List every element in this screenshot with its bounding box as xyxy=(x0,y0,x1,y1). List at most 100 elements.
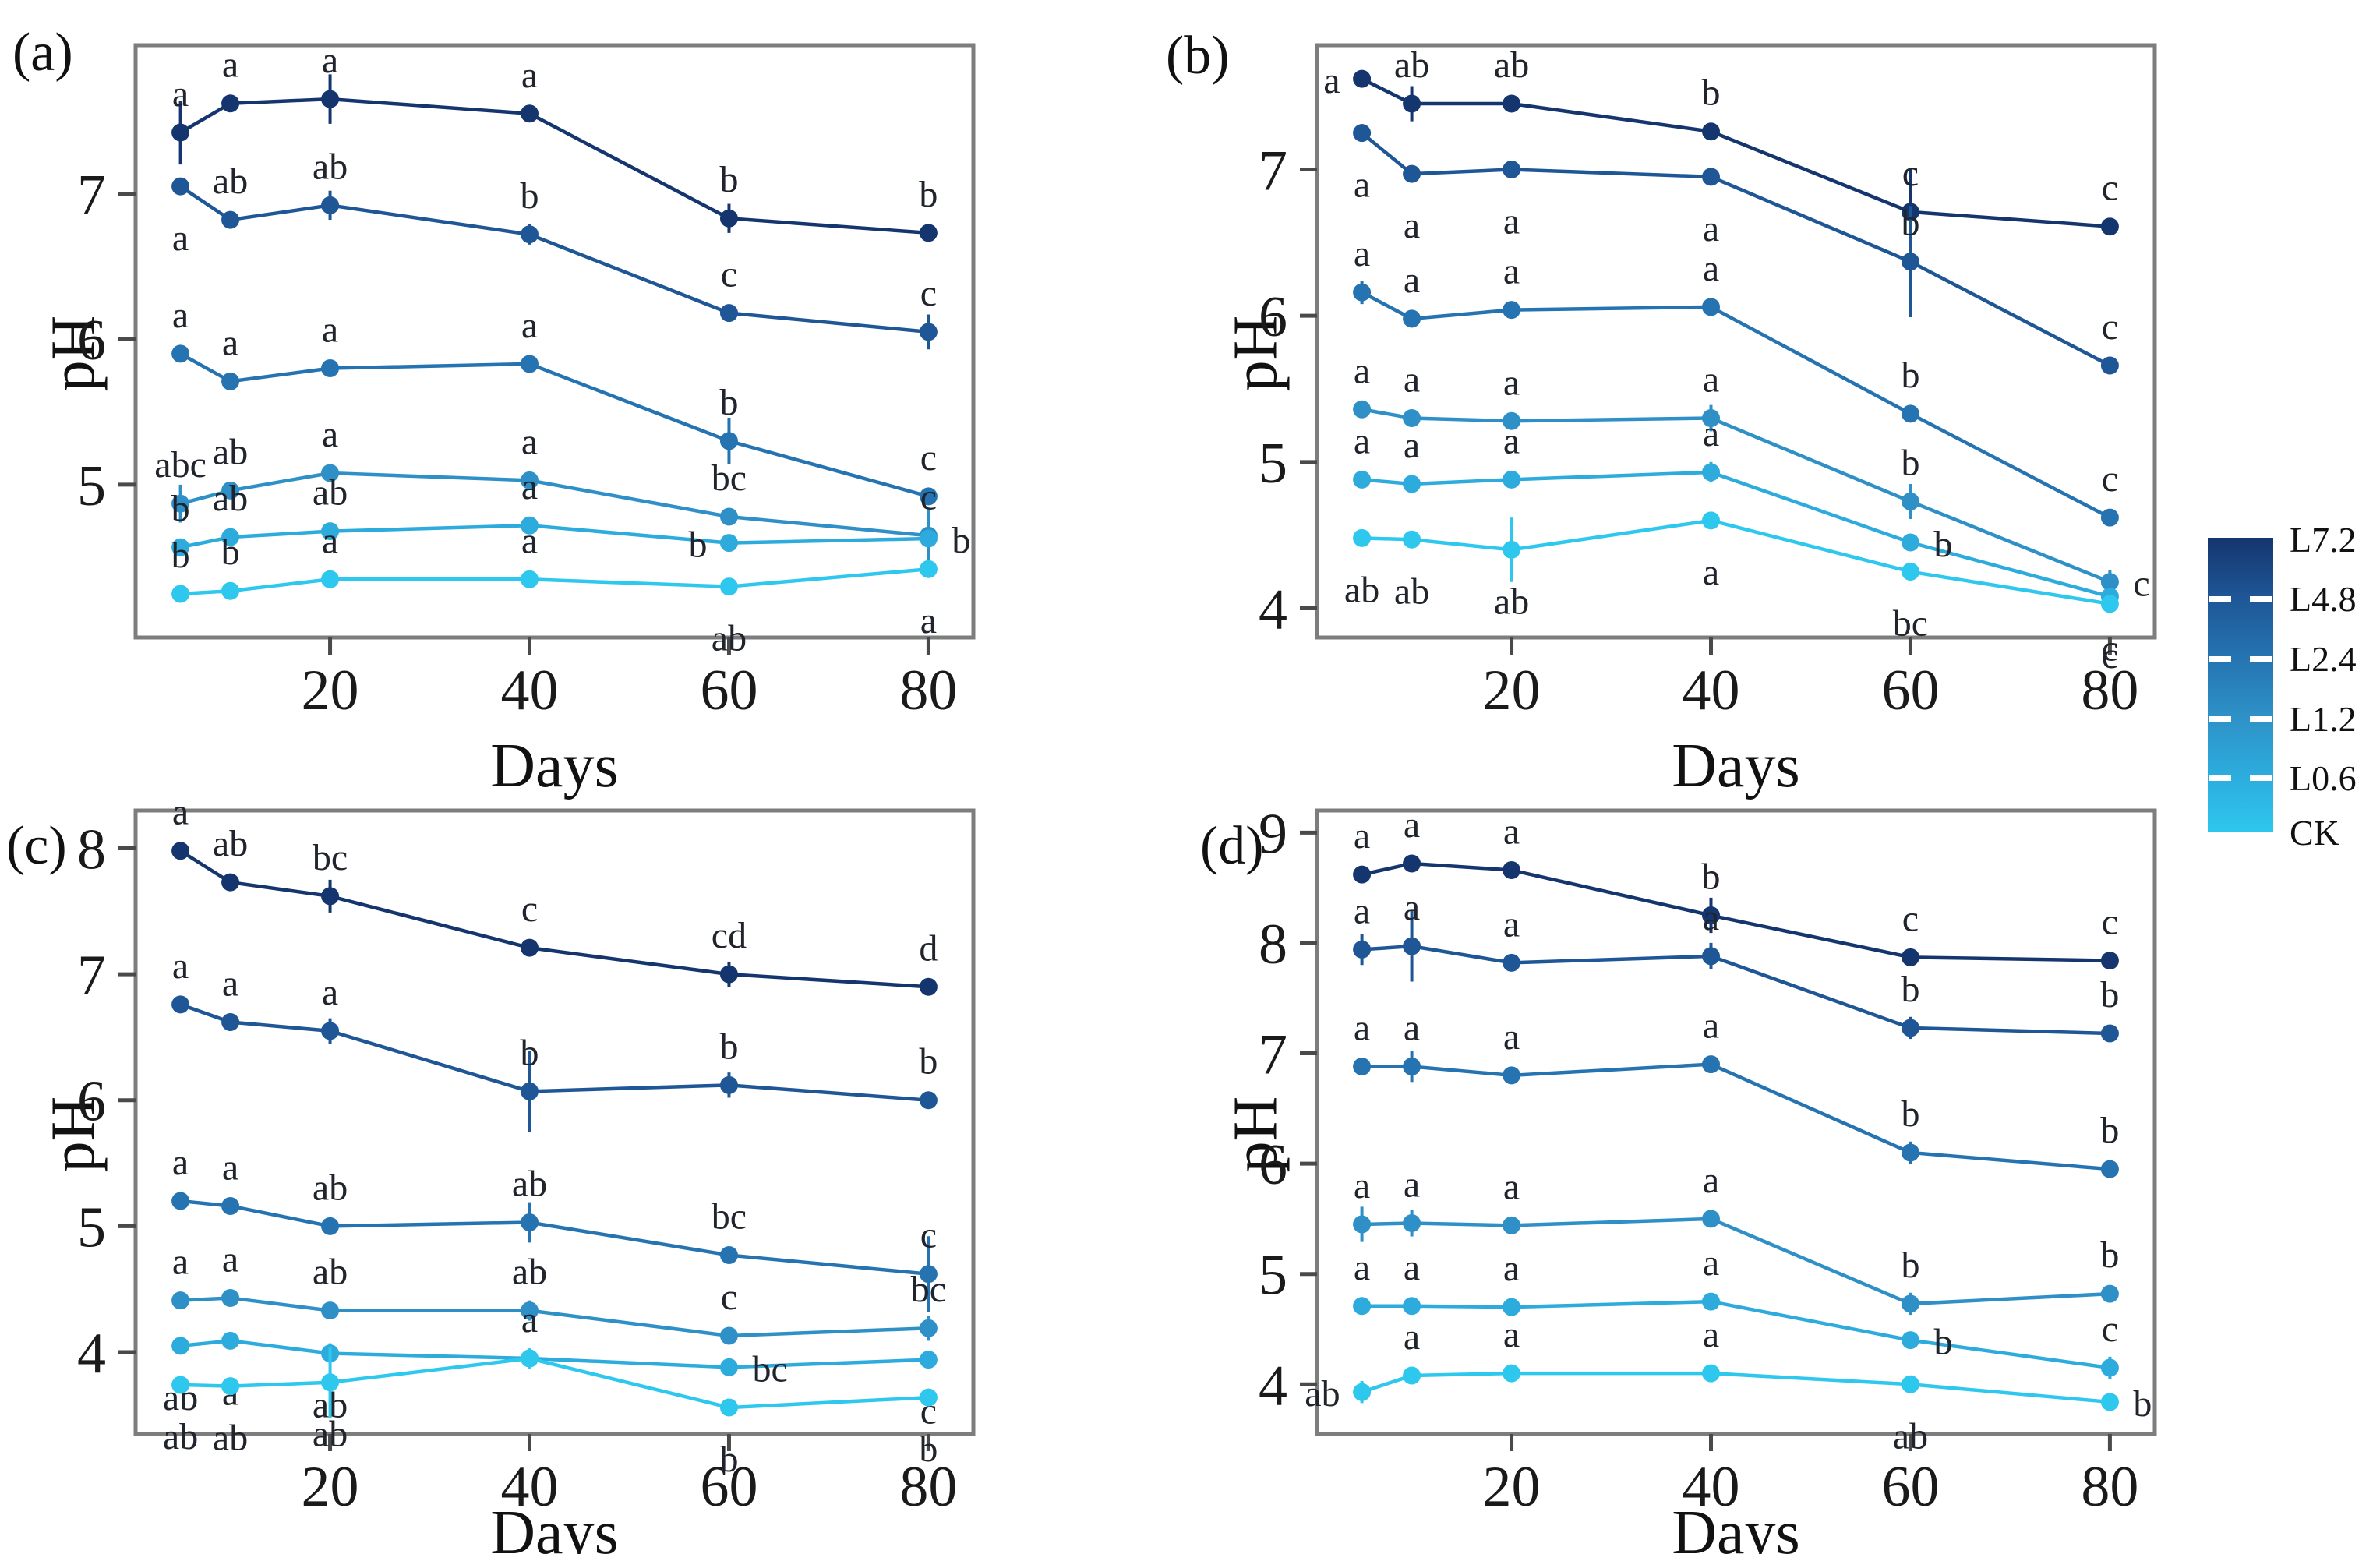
data-point-L7.2 xyxy=(1702,122,1721,141)
data-point-CK xyxy=(1353,1383,1372,1401)
sig-letter-CK: ab xyxy=(1893,1415,1928,1457)
y-tick-label: 4 xyxy=(1259,1354,1287,1418)
data-point-L4.8 xyxy=(1503,161,1521,179)
x-tick-label: 40 xyxy=(501,1455,559,1519)
sig-letter-CK: ab xyxy=(712,618,747,659)
panel-a-letter: (a) xyxy=(12,23,73,83)
sig-letter-L1.2: a xyxy=(1404,359,1420,401)
data-point-L7.2 xyxy=(1353,865,1372,884)
sig-letter-L4.8: a xyxy=(322,972,338,1013)
data-point-CK xyxy=(719,1398,738,1417)
sig-letter-L1.2: a xyxy=(1354,350,1370,391)
data-point-L4.8 xyxy=(221,210,240,229)
series-line-L1.2 xyxy=(1361,1217,2110,1306)
data-point-L7.2 xyxy=(221,873,240,892)
series-line-L4.8 xyxy=(179,185,929,334)
series-line-L4.8 xyxy=(1361,131,2111,367)
data-point-L4.8 xyxy=(171,177,190,196)
y-tick-label: 4 xyxy=(1259,577,1287,641)
series-line-L2.4 xyxy=(179,351,930,499)
sig-letter-CK: ab xyxy=(313,1414,348,1455)
y-tick-label: 6 xyxy=(1259,1133,1287,1197)
sig-letter-L2.4: b xyxy=(2100,1110,2119,1151)
data-point-L7.2 xyxy=(1403,854,1421,873)
sig-letter-L0.6: a xyxy=(1354,420,1370,461)
data-point-L0.6 xyxy=(919,1351,938,1369)
panel-b-xlabel: Days xyxy=(1672,732,1800,800)
data-point-L2.4 xyxy=(919,1265,938,1284)
data-point-L4.8 xyxy=(221,1013,240,1032)
sig-letter-L2.4: b xyxy=(1901,1093,1919,1135)
data-point-L2.4 xyxy=(1403,1057,1421,1075)
data-point-L2.4 xyxy=(719,432,738,450)
data-point-L1.2 xyxy=(719,507,738,526)
data-point-L1.2 xyxy=(2100,1284,2119,1303)
sig-letter-L1.2: a xyxy=(222,1238,238,1280)
data-point-L4.8 xyxy=(321,1022,340,1040)
data-point-L7.2 xyxy=(919,977,938,996)
sig-letter-L4.8: a xyxy=(1503,903,1520,945)
y-tick-label: 7 xyxy=(77,163,106,227)
data-point-CK xyxy=(1503,1364,1521,1383)
sig-letter-L7.2: cd xyxy=(712,915,747,956)
data-point-L7.2 xyxy=(521,938,539,957)
sig-letter-CK: ab xyxy=(1494,581,1529,622)
data-point-L7.2 xyxy=(1702,906,1721,925)
sig-letter-L1.2: a xyxy=(1503,362,1520,403)
data-point-L1.2 xyxy=(521,471,539,489)
sig-letter-L2.4: a xyxy=(521,305,538,346)
series-line-L7.2 xyxy=(179,97,929,235)
sig-letter-L4.8: a xyxy=(172,945,189,987)
sig-letter-L2.4: a xyxy=(1703,248,1719,289)
data-point-L1.2 xyxy=(1353,1215,1372,1234)
sig-letter-L7.2: a xyxy=(222,44,238,86)
sig-letter-L7.2: bc xyxy=(313,837,348,878)
legend-tick-dash xyxy=(2250,595,2272,602)
sig-letter-L4.8: b xyxy=(521,175,539,217)
sig-letter-L4.8: a xyxy=(1404,887,1420,928)
sig-letter-L2.4: a xyxy=(172,1142,189,1183)
sig-letter-L1.2: ab xyxy=(213,431,248,472)
data-point-L0.6 xyxy=(1702,463,1721,482)
data-point-L4.8 xyxy=(521,1082,539,1100)
sig-letter-L0.6: ab xyxy=(213,478,248,519)
data-point-L0.6 xyxy=(171,538,190,556)
data-point-CK xyxy=(171,1376,190,1394)
panel-b-letter: (b) xyxy=(1166,26,1230,86)
data-point-L7.2 xyxy=(1901,948,1919,966)
data-point-L4.8 xyxy=(2100,1024,2119,1043)
data-point-L2.4 xyxy=(1403,309,1421,328)
data-point-L0.6 xyxy=(2100,1358,2119,1377)
series-line-L0.6 xyxy=(1361,1299,2110,1370)
x-tick-label: 40 xyxy=(1683,659,1740,722)
data-point-L4.8 xyxy=(1503,953,1521,972)
data-point-L4.8 xyxy=(1353,124,1372,143)
data-point-L1.2 xyxy=(1503,1216,1521,1234)
sig-letter-L0.6: a xyxy=(1354,1247,1370,1288)
sig-letter-CK: a xyxy=(1503,1314,1520,1355)
x-tick-label: 80 xyxy=(899,1455,957,1519)
sig-letter-L7.2: c xyxy=(1902,898,1919,939)
sig-letter-L2.4: a xyxy=(1503,251,1520,292)
sig-letter-L4.8: a xyxy=(222,963,238,1005)
sig-letter-CK: b xyxy=(2133,1383,2152,1425)
sig-letter-CK: c xyxy=(2102,635,2118,676)
y-tick-label: 5 xyxy=(77,454,106,518)
data-point-CK xyxy=(1403,530,1421,549)
data-point-L1.2 xyxy=(1403,1214,1421,1233)
data-point-L2.4 xyxy=(919,487,938,506)
sig-letter-L1.2: ab xyxy=(313,1252,348,1293)
sig-letter-L4.8: c xyxy=(2102,306,2118,348)
legend-label-l1-2: L1.2 xyxy=(2290,699,2357,739)
sig-letter-L7.2: a xyxy=(1323,60,1340,101)
data-point-L1.2 xyxy=(1901,492,1919,510)
sig-letter-L2.4: a xyxy=(222,1146,238,1188)
y-tick-label: 7 xyxy=(1259,1023,1287,1087)
sig-letter-L0.6: a xyxy=(1404,425,1420,466)
series-line-L2.4 xyxy=(1361,1062,2110,1171)
sig-letter-L1.2: b xyxy=(2100,1234,2119,1276)
data-point-L2.4 xyxy=(1503,301,1521,320)
legend-label-l4-8: L4.8 xyxy=(2290,579,2357,619)
data-point-L0.6 xyxy=(221,1331,240,1350)
y-tick-label: 7 xyxy=(1259,140,1287,203)
